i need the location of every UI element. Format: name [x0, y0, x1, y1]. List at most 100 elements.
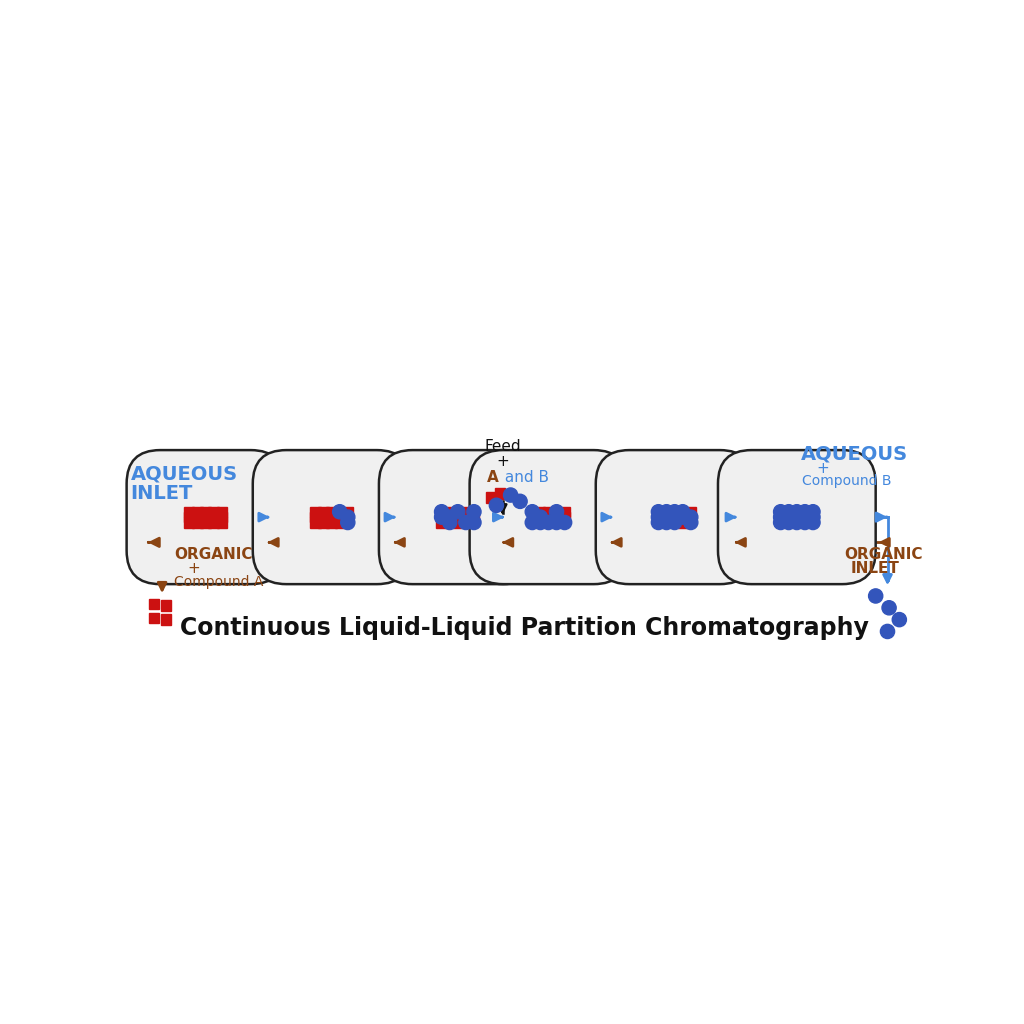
Circle shape [676, 510, 690, 524]
Circle shape [676, 505, 690, 519]
Text: +: + [187, 561, 200, 575]
Bar [453, 517, 463, 527]
Text: INLET: INLET [851, 561, 899, 575]
Bar [310, 507, 321, 517]
Circle shape [790, 510, 804, 524]
Bar [216, 507, 226, 517]
Circle shape [550, 510, 563, 524]
Circle shape [513, 495, 527, 509]
FancyBboxPatch shape [253, 451, 411, 584]
Circle shape [668, 505, 682, 519]
Text: ORGANIC: ORGANIC [174, 548, 253, 562]
FancyBboxPatch shape [127, 451, 285, 584]
Circle shape [659, 510, 674, 524]
Circle shape [798, 515, 812, 529]
Circle shape [542, 515, 556, 529]
Circle shape [525, 515, 540, 529]
Circle shape [525, 505, 540, 519]
Bar [544, 512, 554, 522]
Bar [310, 517, 321, 527]
Bar [193, 507, 203, 517]
Circle shape [781, 515, 796, 529]
Text: ORGANIC: ORGANIC [844, 548, 923, 562]
Text: Continuous Liquid-Liquid Partition Chromatography: Continuous Liquid-Liquid Partition Chrom… [180, 615, 869, 640]
Bar [201, 507, 211, 517]
Circle shape [806, 505, 820, 519]
Bar [327, 507, 337, 517]
Circle shape [341, 515, 355, 529]
Text: Compound B: Compound B [803, 474, 892, 487]
Bar [678, 517, 688, 527]
Circle shape [806, 515, 820, 529]
Circle shape [651, 510, 666, 524]
Text: Feed: Feed [484, 438, 521, 454]
Bar [327, 517, 337, 527]
Circle shape [341, 510, 355, 524]
Circle shape [806, 510, 820, 524]
Circle shape [467, 515, 481, 529]
Circle shape [534, 515, 548, 529]
Text: Compound A: Compound A [174, 574, 263, 589]
Bar [461, 507, 471, 517]
FancyBboxPatch shape [379, 451, 537, 584]
Bar [444, 507, 455, 517]
Bar [161, 614, 171, 625]
Circle shape [798, 505, 812, 519]
Circle shape [550, 515, 563, 529]
Bar [436, 517, 446, 527]
Bar [485, 493, 496, 503]
Circle shape [881, 625, 895, 639]
Bar [559, 512, 569, 522]
Bar [201, 512, 211, 522]
Bar [216, 517, 226, 527]
Circle shape [668, 510, 682, 524]
Bar [559, 507, 569, 517]
Circle shape [651, 505, 666, 519]
Bar [335, 512, 345, 522]
Bar [209, 507, 219, 517]
Bar [469, 512, 479, 522]
Circle shape [467, 505, 481, 519]
Bar [318, 512, 329, 522]
Circle shape [684, 515, 698, 529]
Circle shape [651, 515, 666, 529]
Circle shape [489, 499, 504, 512]
Bar [216, 512, 226, 522]
FancyBboxPatch shape [470, 451, 628, 584]
Bar [209, 517, 219, 527]
FancyBboxPatch shape [718, 451, 876, 584]
Bar [193, 512, 203, 522]
Bar [150, 613, 160, 624]
Bar [184, 512, 195, 522]
Bar [184, 507, 195, 517]
Bar [544, 507, 554, 517]
Circle shape [459, 515, 473, 529]
Circle shape [434, 510, 449, 524]
Circle shape [773, 510, 787, 524]
Circle shape [668, 515, 682, 529]
FancyBboxPatch shape [596, 451, 754, 584]
Circle shape [790, 515, 804, 529]
Circle shape [868, 589, 883, 603]
Bar [310, 512, 321, 522]
Text: +: + [816, 461, 829, 476]
Bar [184, 517, 195, 527]
Circle shape [790, 505, 804, 519]
Circle shape [892, 612, 906, 627]
Circle shape [684, 510, 698, 524]
Circle shape [504, 488, 518, 502]
Text: AQUEOUS: AQUEOUS [131, 464, 238, 483]
Circle shape [773, 515, 787, 529]
Bar [461, 512, 471, 522]
Circle shape [550, 505, 563, 519]
Bar [209, 512, 219, 522]
Bar [161, 600, 171, 610]
Bar [201, 517, 211, 527]
Circle shape [442, 515, 457, 529]
Text: and B: and B [501, 470, 549, 485]
Text: A: A [487, 470, 499, 485]
Bar [327, 512, 337, 522]
Bar [318, 517, 329, 527]
Bar [343, 507, 353, 517]
Circle shape [781, 505, 796, 519]
